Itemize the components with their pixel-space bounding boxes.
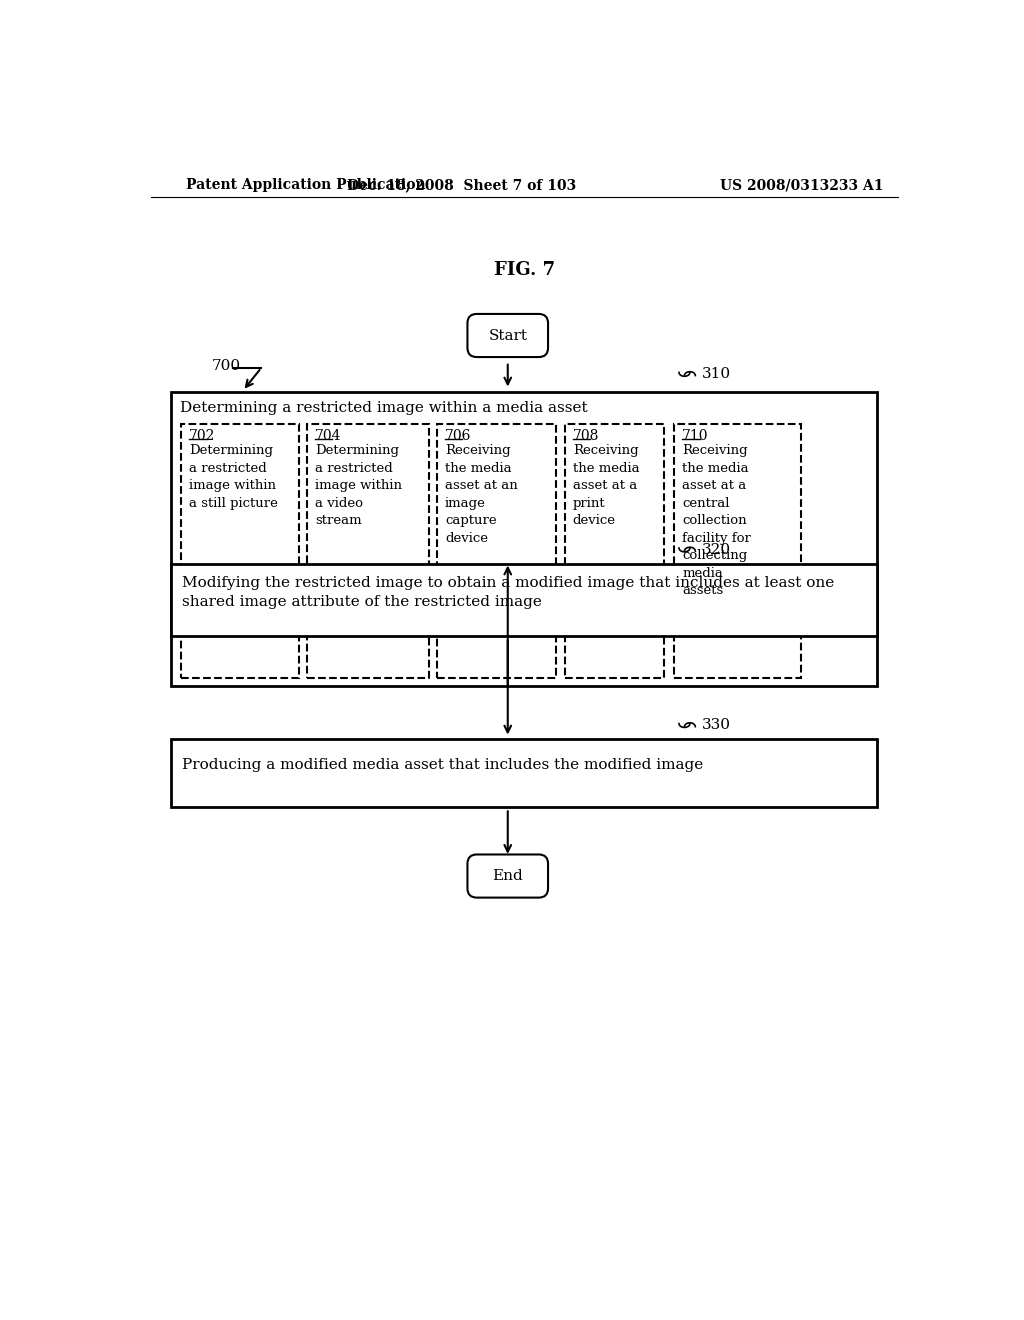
Text: 704: 704 (314, 429, 341, 442)
Text: Start: Start (488, 329, 527, 342)
Text: Determining
a restricted
image within
a video
stream: Determining a restricted image within a … (314, 444, 401, 527)
Text: 702: 702 (189, 429, 216, 442)
Text: Dec. 18, 2008  Sheet 7 of 103: Dec. 18, 2008 Sheet 7 of 103 (347, 178, 575, 193)
Bar (181, 424, 299, 678)
Text: US 2008/0313233 A1: US 2008/0313233 A1 (721, 178, 884, 193)
Text: End: End (493, 869, 523, 883)
Bar (171, 392, 878, 686)
Text: Modifying the restricted image to obtain a modified image that includes at least: Modifying the restricted image to obtain… (182, 576, 835, 610)
Text: Determining a restricted image within a media asset: Determining a restricted image within a … (180, 401, 588, 414)
Bar (171, 739, 878, 807)
Text: Determining
a restricted
image within
a still picture: Determining a restricted image within a … (189, 444, 279, 510)
Text: Receiving
the media
asset at a
print
device: Receiving the media asset at a print dev… (572, 444, 639, 527)
Text: 708: 708 (572, 429, 599, 442)
Text: 320: 320 (701, 543, 731, 557)
Bar (307, 424, 429, 678)
Text: 706: 706 (445, 429, 471, 442)
Bar (565, 424, 665, 678)
Text: Receiving
the media
asset at an
image
capture
device: Receiving the media asset at an image ca… (445, 444, 518, 545)
Text: 330: 330 (701, 718, 730, 733)
Bar (437, 424, 556, 678)
Bar (675, 424, 801, 678)
Bar (171, 564, 878, 636)
FancyBboxPatch shape (467, 314, 548, 358)
Text: Producing a modified media asset that includes the modified image: Producing a modified media asset that in… (182, 758, 703, 772)
Text: FIG. 7: FIG. 7 (495, 261, 555, 279)
Text: 700: 700 (212, 359, 241, 374)
Text: 310: 310 (701, 367, 731, 381)
Text: 710: 710 (682, 429, 709, 442)
Text: Patent Application Publication: Patent Application Publication (186, 178, 426, 193)
FancyBboxPatch shape (467, 854, 548, 898)
Text: Receiving
the media
asset at a
central
collection
facility for
collecting
media
: Receiving the media asset at a central c… (682, 444, 751, 597)
